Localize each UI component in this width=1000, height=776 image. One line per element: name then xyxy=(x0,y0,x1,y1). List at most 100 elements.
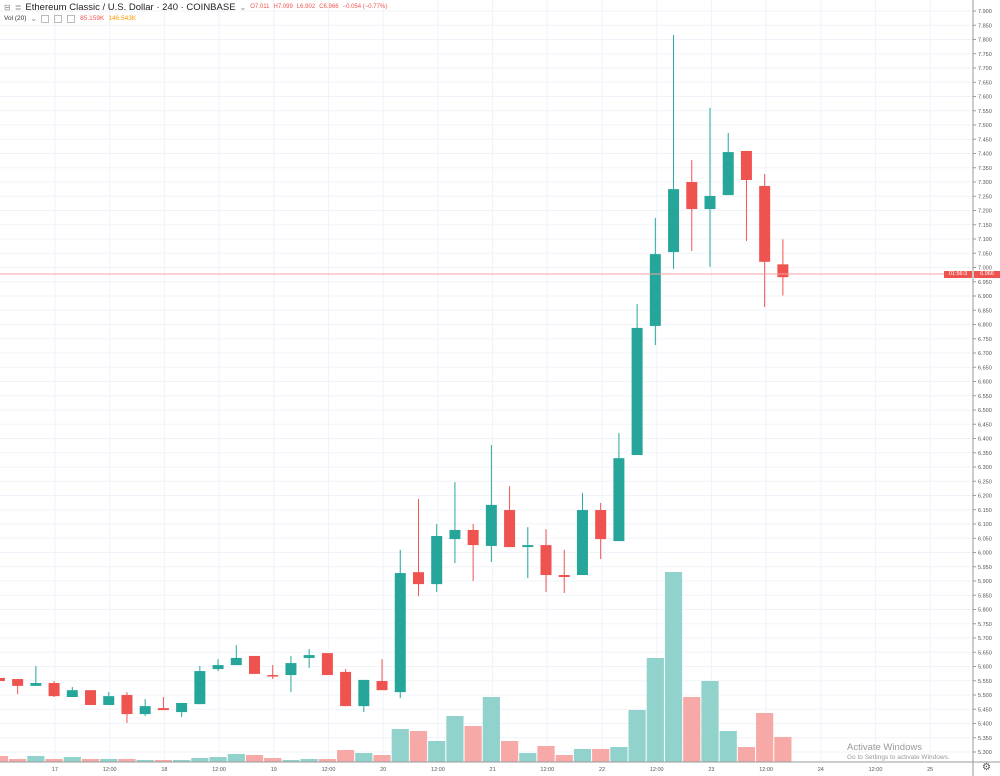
time-tick-label: 23 xyxy=(708,767,714,773)
candle[interactable] xyxy=(12,679,24,695)
chevron-down-icon[interactable]: ⌄ xyxy=(239,3,247,12)
volume-bar xyxy=(337,750,355,762)
price-tick-label: 5.900 xyxy=(978,579,992,585)
watermark-title: Activate Windows xyxy=(847,742,922,753)
candle[interactable] xyxy=(121,692,133,723)
candle[interactable] xyxy=(30,665,42,686)
candle[interactable] xyxy=(704,107,716,267)
candle[interactable] xyxy=(686,160,698,251)
candle[interactable] xyxy=(340,669,352,707)
candle[interactable] xyxy=(485,445,497,562)
candle[interactable] xyxy=(212,659,224,672)
candle[interactable] xyxy=(740,150,752,241)
close-value: C6.966 xyxy=(319,4,339,10)
candle-body xyxy=(157,708,169,711)
candle[interactable] xyxy=(85,690,97,705)
volume-bar xyxy=(537,746,555,762)
price-axis[interactable] xyxy=(973,0,1000,762)
candle[interactable] xyxy=(267,665,279,680)
volume-bar xyxy=(628,710,646,762)
close-icon[interactable] xyxy=(67,14,76,23)
candle[interactable] xyxy=(139,698,151,717)
candle[interactable] xyxy=(176,702,188,717)
candle[interactable] xyxy=(358,679,370,713)
candle-body xyxy=(558,575,570,578)
symbol-title[interactable]: Ethereum Classic / U.S. Dollar · 240 · C… xyxy=(25,2,236,13)
price-tick-label: 7.700 xyxy=(978,66,992,72)
candle[interactable] xyxy=(631,303,643,456)
candle[interactable] xyxy=(157,696,169,711)
candle[interactable] xyxy=(321,653,333,676)
candle[interactable] xyxy=(48,681,60,697)
high-value: H7.099 xyxy=(273,4,293,10)
candle[interactable] xyxy=(504,486,516,548)
price-tick-label: 6.800 xyxy=(978,323,992,329)
volume-indicator-label[interactable]: Vol (20) xyxy=(4,15,27,22)
time-tick-label: 12:00 xyxy=(212,767,226,773)
candle-body xyxy=(649,254,661,326)
candle[interactable] xyxy=(103,692,115,705)
price-tick-label: 6.850 xyxy=(978,308,992,314)
candle[interactable] xyxy=(613,433,625,542)
volume-bar xyxy=(664,572,683,762)
price-tick-label: 5.450 xyxy=(978,707,992,713)
gear-icon[interactable]: ⚙ xyxy=(982,762,991,773)
price-tick-label: 6.600 xyxy=(978,380,992,386)
price-tick-label: 7.800 xyxy=(978,38,992,44)
candle[interactable] xyxy=(230,645,242,666)
candle[interactable] xyxy=(249,655,260,674)
chevron-down-icon[interactable]: ⌄ xyxy=(30,14,38,23)
time-tick-label: 19 xyxy=(271,767,277,773)
time-tick-label: 12:00 xyxy=(322,767,336,773)
candle[interactable] xyxy=(522,527,534,579)
candle[interactable] xyxy=(759,174,771,308)
candle[interactable] xyxy=(540,529,552,593)
price-tick-label: 7.050 xyxy=(978,251,992,257)
time-tick-label: 17 xyxy=(52,767,58,773)
candle-body xyxy=(686,182,698,210)
volume-bar xyxy=(409,731,428,762)
visibility-icon[interactable] xyxy=(41,14,50,23)
candle-body xyxy=(394,573,406,693)
price-tick-label: 5.400 xyxy=(978,722,992,728)
price-tick-label: 6.650 xyxy=(978,365,992,371)
price-tick-label: 7.350 xyxy=(978,166,992,172)
price-tick-label: 6.200 xyxy=(978,494,992,500)
candle-body xyxy=(249,655,260,674)
candle-body xyxy=(30,683,42,686)
time-tick-label: 20 xyxy=(380,767,386,773)
collapse-icon[interactable]: ⊟ xyxy=(4,3,11,12)
candle[interactable] xyxy=(649,217,661,346)
candle[interactable] xyxy=(777,239,789,296)
candle[interactable] xyxy=(431,524,443,593)
candle[interactable] xyxy=(376,659,388,691)
volume-bar xyxy=(555,755,573,762)
candle[interactable] xyxy=(558,549,570,593)
volume-bar xyxy=(482,697,500,762)
candle[interactable] xyxy=(194,665,206,705)
candle[interactable] xyxy=(394,549,406,699)
candle[interactable] xyxy=(722,132,734,196)
candles xyxy=(0,34,789,723)
candle[interactable] xyxy=(412,498,424,597)
symbol-legend: ⊟ ≣ Ethereum Classic / U.S. Dollar · 240… xyxy=(4,2,387,13)
candle[interactable] xyxy=(449,482,461,564)
price-tick-label: 5.550 xyxy=(978,679,992,685)
candle[interactable] xyxy=(576,492,588,576)
candle[interactable] xyxy=(467,524,479,581)
candle[interactable] xyxy=(595,502,607,560)
candle-body xyxy=(504,510,516,548)
candle[interactable] xyxy=(285,655,297,693)
price-tick-label: 6.150 xyxy=(978,508,992,514)
candle[interactable] xyxy=(303,649,315,668)
candle-body xyxy=(358,679,370,707)
candle[interactable] xyxy=(0,677,5,682)
volume-bar xyxy=(63,757,81,762)
candle[interactable] xyxy=(66,687,78,697)
candle[interactable] xyxy=(668,34,680,269)
settings-icon[interactable] xyxy=(54,14,63,23)
time-axis-labels[interactable]: 17 12:00 18 12:00 19 12:00 20 12:00 21 12:00 22 12:… xyxy=(52,767,933,773)
candle-body xyxy=(285,663,297,676)
candle-body xyxy=(376,681,388,691)
